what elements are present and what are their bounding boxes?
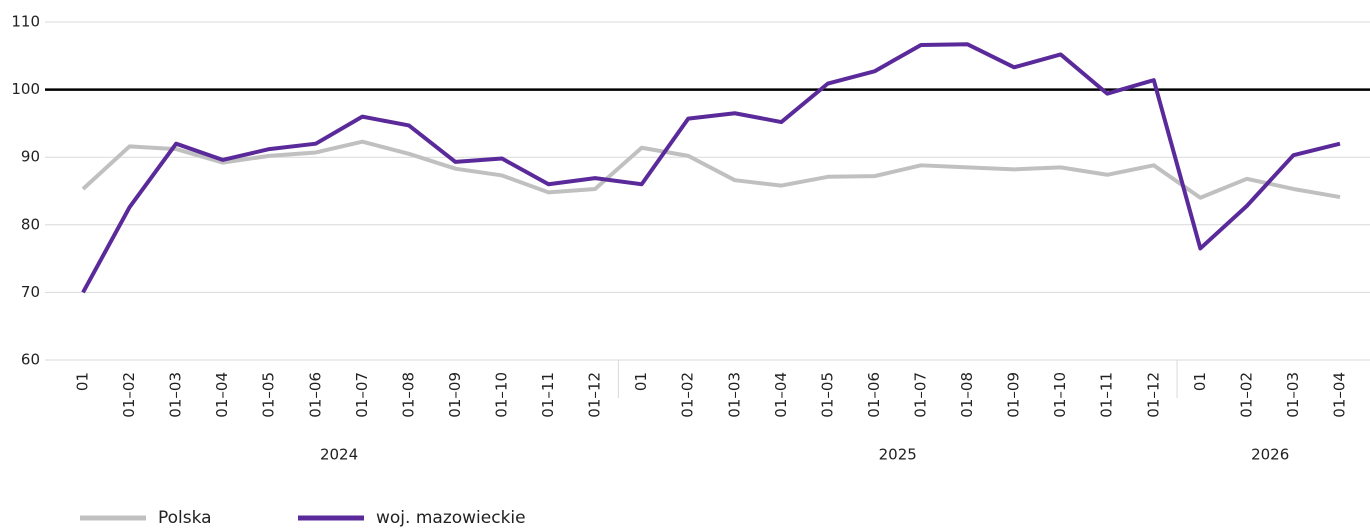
series-line <box>81 42 1341 294</box>
x-tick-label: 01–05 <box>260 372 278 418</box>
x-tick-label: 01–07 <box>912 372 930 418</box>
x-tick-label: 01–10 <box>1051 372 1069 418</box>
x-tick-label: 01–03 <box>1284 372 1302 418</box>
x-tick-label: 01–11 <box>1098 372 1116 418</box>
series-line <box>81 139 1341 200</box>
x-tick-label: 01–03 <box>725 372 743 418</box>
y-tick-label: 80 <box>21 215 40 233</box>
x-tick-label: 01–09 <box>446 372 464 418</box>
x-tick-label: 01 <box>632 372 650 391</box>
x-tick-label: 01–07 <box>353 372 371 418</box>
y-tick-label: 70 <box>21 283 40 301</box>
x-tick-label: 01–09 <box>1005 372 1023 418</box>
x-tick-label: 01–04 <box>213 372 231 418</box>
x-tick-label: 01–12 <box>586 372 604 418</box>
x-tick-label: 01–04 <box>1331 372 1349 418</box>
x-tick-label: 01–04 <box>772 372 790 418</box>
legend-label: Polska <box>158 508 212 528</box>
group-label: 2024 <box>320 446 358 464</box>
x-tick-label: 01–06 <box>306 372 324 418</box>
x-tick-label: 01–08 <box>958 372 976 418</box>
x-tick-label: 01–03 <box>167 372 185 418</box>
x-tick-label: 01–12 <box>1144 372 1162 418</box>
y-tick-label: 110 <box>11 13 40 31</box>
x-tick-label: 01 <box>74 372 92 391</box>
x-tick-label: 01–02 <box>1237 372 1255 418</box>
legend-label: woj. mazowieckie <box>376 508 526 528</box>
x-tick-label: 01–02 <box>120 372 138 418</box>
x-tick-label: 01–08 <box>399 372 417 418</box>
y-tick-label: 90 <box>21 148 40 166</box>
x-tick-label: 01–05 <box>818 372 836 418</box>
group-label: 2026 <box>1251 446 1289 464</box>
x-tick-label: 01–06 <box>865 372 883 418</box>
x-tick-label: 01 <box>1191 372 1209 391</box>
x-tick-label: 01–02 <box>679 372 697 418</box>
y-tick-label: 100 <box>11 80 40 98</box>
x-tick-label: 01–11 <box>539 372 557 418</box>
y-tick-label: 60 <box>21 351 40 369</box>
x-tick-label: 01–10 <box>493 372 511 418</box>
group-label: 2025 <box>879 446 917 464</box>
